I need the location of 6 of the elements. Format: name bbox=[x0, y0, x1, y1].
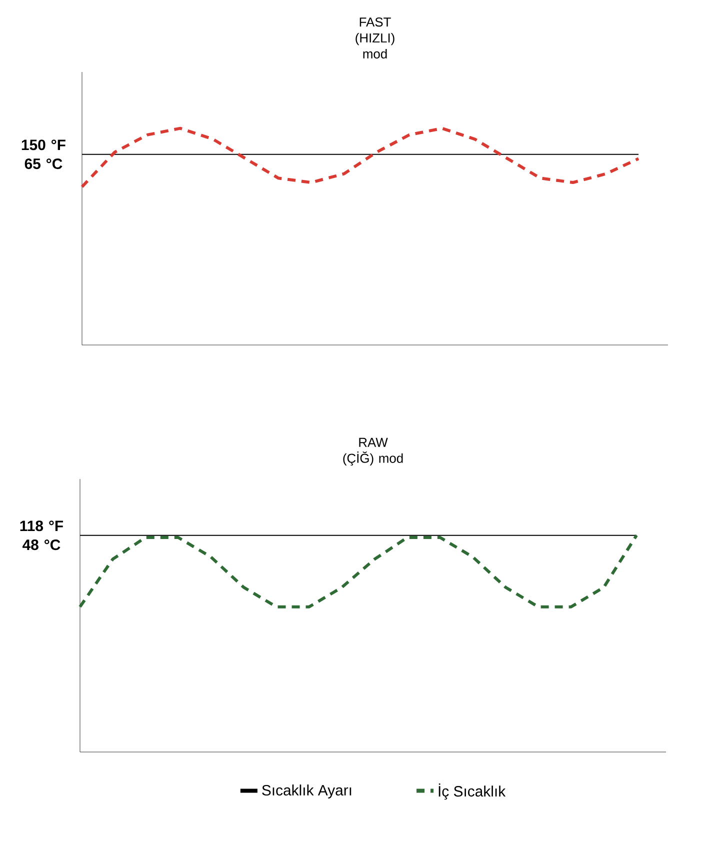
chart-title: FAST (HIZLI) mod bbox=[356, 17, 394, 58]
legend-label: Sıcaklık Ayarı bbox=[262, 784, 352, 798]
text: 118 °F 48 °C bbox=[20, 520, 64, 550]
text: 150 °F 65 °C bbox=[22, 140, 66, 170]
chart-title: RAW (ÇİĞ) mod bbox=[343, 438, 403, 466]
legend-label: İç Sıcaklık bbox=[438, 783, 506, 800]
